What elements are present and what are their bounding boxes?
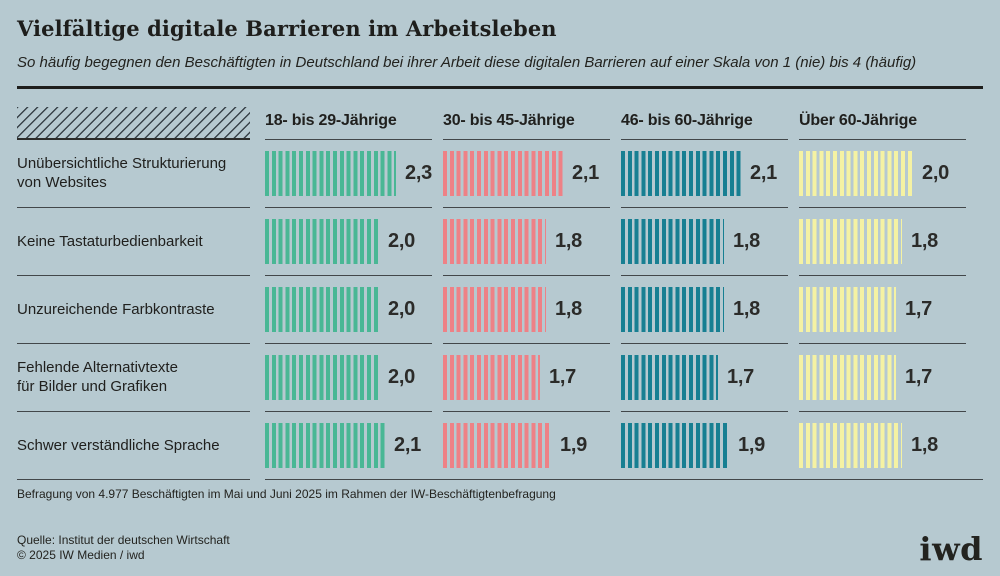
- page-title: Vielfältige digitale Barrieren im Arbeit…: [17, 16, 557, 41]
- striped-bar: [799, 150, 913, 196]
- column-header-over-60: Über 60-Jährige: [799, 112, 966, 140]
- bar-value: 1,7: [905, 365, 932, 388]
- bar-value: 2,0: [388, 229, 415, 252]
- bar-cell: 2,3: [265, 140, 432, 208]
- table-row: Fehlende Alternativtexte für Bilder und …: [17, 344, 983, 412]
- row-label: Fehlende Alternativtexte für Bilder und …: [17, 344, 250, 412]
- bar-cell: 2,0: [265, 344, 432, 412]
- striped-bar: [621, 354, 718, 400]
- striped-bar: [443, 354, 540, 400]
- bar-value: 1,7: [905, 297, 932, 320]
- survey-note: Befragung von 4.977 Beschäftigten im Mai…: [17, 486, 556, 501]
- striped-bar: [621, 423, 729, 469]
- copyright-line: © 2025 IW Medien / iwd: [17, 548, 145, 563]
- bar-cell: 2,1: [265, 412, 432, 480]
- bar-cell: 2,0: [799, 140, 966, 208]
- table-row: Keine Tastaturbedienbarkeit 2,0 1,8 1,8 1,8: [17, 208, 983, 276]
- bar-cell: 1,9: [443, 412, 610, 480]
- bar-value: 1,9: [738, 434, 765, 457]
- bar-value: 2,1: [394, 434, 421, 457]
- bar-value: 2,3: [405, 161, 432, 184]
- subtitle: So häufig begegnen den Beschäftigten in …: [17, 54, 917, 72]
- bar-cell: 1,9: [621, 412, 788, 480]
- bar-cell: 2,0: [265, 276, 432, 344]
- bar-cell: 1,7: [443, 344, 610, 412]
- hatch-corner-cell: [17, 106, 250, 140]
- header-divider: [17, 85, 983, 89]
- source-line: Quelle: Institut der deutschen Wirtschaf…: [17, 532, 230, 547]
- row-label: Unübersichtliche Strukturierung von Webs…: [17, 140, 250, 208]
- table-header-row: 18- bis 29-Jährige 30- bis 45-Jährige 46…: [17, 103, 983, 140]
- striped-bar: [265, 218, 379, 264]
- column-header-18-29: 18- bis 29-Jährige: [265, 112, 432, 140]
- diagonal-hatch-icon: [17, 106, 250, 140]
- bar-value: 2,0: [388, 297, 415, 320]
- barrier-table: 18- bis 29-Jährige 30- bis 45-Jährige 46…: [17, 103, 983, 480]
- bar-cell: 1,7: [799, 276, 966, 344]
- table-row: Schwer verständliche Sprache 2,1 1,9 1,9 1,8: [17, 412, 983, 480]
- bar-value: 1,7: [727, 365, 754, 388]
- striped-bar: [265, 150, 396, 196]
- bar-cell: 1,8: [443, 208, 610, 276]
- row-label: Schwer verständliche Sprache: [17, 412, 250, 480]
- bar-value: 1,7: [549, 365, 576, 388]
- bar-value: 2,0: [388, 365, 415, 388]
- striped-bar: [621, 218, 724, 264]
- striped-bar: [799, 423, 902, 469]
- striped-bar: [621, 150, 741, 196]
- bar-cell: 1,7: [621, 344, 788, 412]
- bar-value: 1,8: [555, 229, 582, 252]
- bar-cell: 2,0: [265, 208, 432, 276]
- striped-bar: [443, 218, 546, 264]
- striped-bar: [799, 286, 896, 332]
- bar-value: 1,9: [560, 434, 587, 457]
- row-label: Unzureichende Farbkontraste: [17, 276, 250, 344]
- bar-value: 2,0: [922, 161, 949, 184]
- table-row: Unübersichtliche Strukturierung von Webs…: [17, 140, 983, 208]
- bar-value: 1,8: [555, 297, 582, 320]
- striped-bar: [265, 286, 379, 332]
- bar-cell: 1,8: [621, 208, 788, 276]
- bar-value: 1,8: [733, 229, 760, 252]
- bar-value: 2,1: [750, 161, 777, 184]
- bar-value: 2,1: [572, 161, 599, 184]
- striped-bar: [621, 286, 724, 332]
- striped-bar: [265, 423, 385, 469]
- striped-bar: [799, 354, 896, 400]
- bar-cell: 1,8: [443, 276, 610, 344]
- bar-cell: 2,1: [621, 140, 788, 208]
- bar-value: 1,8: [733, 297, 760, 320]
- striped-bar: [443, 286, 546, 332]
- striped-bar: [443, 150, 563, 196]
- striped-bar: [799, 218, 902, 264]
- iwd-logo: iwd: [919, 530, 983, 568]
- bar-cell: 1,7: [799, 344, 966, 412]
- bar-cell: 1,8: [621, 276, 788, 344]
- bar-cell: 1,8: [799, 412, 966, 480]
- bar-value: 1,8: [911, 229, 938, 252]
- bar-cell: 1,8: [799, 208, 966, 276]
- striped-bar: [265, 354, 379, 400]
- source-block: Quelle: Institut der deutschen Wirtschaf…: [17, 533, 230, 564]
- table-body: Unübersichtliche Strukturierung von Webs…: [17, 140, 983, 480]
- bar-value: 1,8: [911, 434, 938, 457]
- column-header-30-45: 30- bis 45-Jährige: [443, 112, 610, 140]
- bar-cell: 2,1: [443, 140, 610, 208]
- table-row: Unzureichende Farbkontraste 2,0 1,8 1,8 1,7: [17, 276, 983, 344]
- column-header-46-60: 46- bis 60-Jährige: [621, 112, 788, 140]
- row-label: Keine Tastaturbedienbarkeit: [17, 208, 250, 276]
- striped-bar: [443, 423, 551, 469]
